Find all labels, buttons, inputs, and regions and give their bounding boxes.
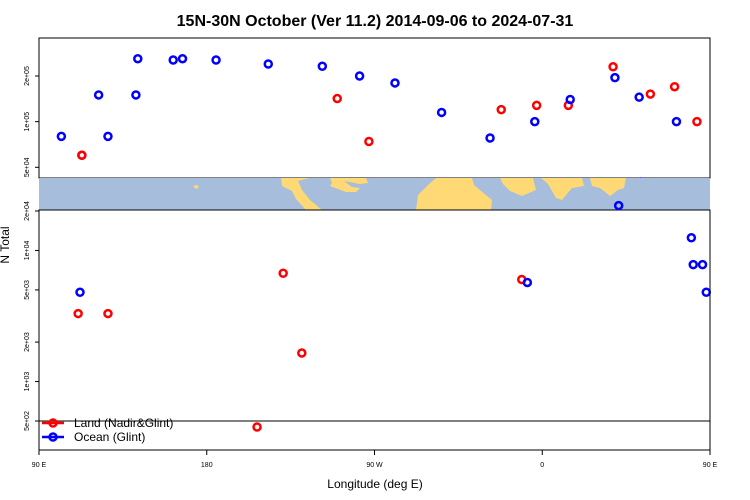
land-point — [496, 104, 506, 115]
lower-plot-frame — [38, 209, 711, 451]
lower-points — [73, 200, 708, 432]
ocean-point — [436, 107, 447, 118]
land-point — [692, 116, 702, 127]
x-tick-label: 90 E — [32, 462, 47, 469]
land-point — [297, 348, 307, 358]
lower-y-axis: 2e+04 1e+04 5e+03 2e+03 1e+03 5e+02 — [24, 201, 39, 431]
legend-label-ocean: Ocean (Glint) — [74, 430, 145, 444]
chart-title: 15N-30N October (Ver 11.2) 2014-09-06 to… — [177, 13, 574, 30]
land-point — [608, 62, 618, 72]
ocean-point — [634, 92, 644, 102]
legend-item-land: Land (Nadir&Glint) — [42, 416, 173, 430]
land-point — [531, 100, 542, 111]
ocean-point — [613, 200, 624, 211]
ocean-point — [177, 53, 188, 64]
map-land-india — [541, 178, 584, 200]
ocean-point — [103, 131, 113, 142]
lower-y-tick-label: 2e+04 — [24, 201, 31, 221]
legend-marker-ocean — [48, 432, 58, 442]
upper-y-tick-label: 2e+05 — [24, 66, 31, 86]
land-point — [73, 308, 83, 319]
x-axis-label: Longitude (deg E) — [327, 477, 422, 491]
map-land-americas — [271, 178, 368, 210]
map-right-blank — [627, 178, 710, 210]
ocean-point — [75, 287, 85, 298]
land-point — [364, 136, 374, 147]
ocean-point — [390, 78, 400, 88]
land-point — [278, 268, 288, 279]
ocean-point — [565, 94, 575, 105]
ocean-point — [671, 116, 682, 127]
map-land-africa-asia — [416, 178, 492, 210]
upper-points — [39, 53, 712, 298]
ocean-point — [522, 277, 533, 288]
x-tick-label: 0 — [540, 462, 544, 469]
legend-item-ocean: Ocean (Glint) — [42, 430, 145, 444]
land-point — [77, 150, 87, 161]
upper-plot-frame — [38, 37, 711, 179]
ocean-point — [56, 131, 67, 142]
lower-y-tick-label: 5e+02 — [24, 411, 31, 431]
land-point — [332, 93, 342, 104]
ocean-point — [610, 72, 620, 83]
ocean-point — [131, 90, 141, 100]
ocean-point — [211, 55, 221, 65]
upper-y-axis: 2e+05 1e+05 5e+04 — [24, 66, 39, 177]
y-axis-label: N Total — [0, 226, 12, 263]
legend-label-land: Land (Nadir&Glint) — [74, 416, 173, 430]
legend-marker-land — [48, 418, 58, 428]
map-land-indochina — [590, 178, 626, 196]
ocean-point — [701, 287, 712, 298]
lower-y-tick-label: 5e+03 — [24, 280, 31, 300]
world-map-strip — [39, 178, 627, 210]
land-point — [252, 422, 262, 432]
x-tick-label: 180 — [201, 462, 213, 469]
upper-y-tick-label: 1e+05 — [24, 112, 31, 132]
x-tick-label: 90 E — [703, 462, 718, 469]
lower-y-tick-label: 2e+03 — [24, 332, 31, 352]
ocean-point — [688, 259, 698, 270]
ocean-point — [530, 116, 540, 127]
legend: Land (Nadir&Glint) Ocean (Glint) — [42, 416, 173, 444]
ocean-point — [485, 133, 495, 143]
lower-y-tick-label: 1e+03 — [24, 372, 31, 392]
ocean-point — [93, 90, 104, 100]
map-land-hawaii — [193, 185, 199, 189]
lower-y-tick-label: 1e+04 — [24, 241, 31, 261]
ocean-point — [263, 59, 274, 69]
land-point — [103, 308, 113, 319]
x-tick-label: 90 W — [366, 462, 383, 469]
ocean-point — [354, 71, 365, 81]
land-point — [645, 89, 656, 99]
ocean-point — [168, 55, 178, 65]
upper-y-tick-label: 5e+04 — [24, 157, 31, 177]
ocean-point — [697, 259, 708, 270]
ocean-point — [133, 53, 143, 64]
map-land-arabia — [500, 178, 536, 196]
ocean-point — [686, 233, 697, 243]
ocean-point — [317, 61, 328, 71]
land-point — [669, 81, 680, 92]
